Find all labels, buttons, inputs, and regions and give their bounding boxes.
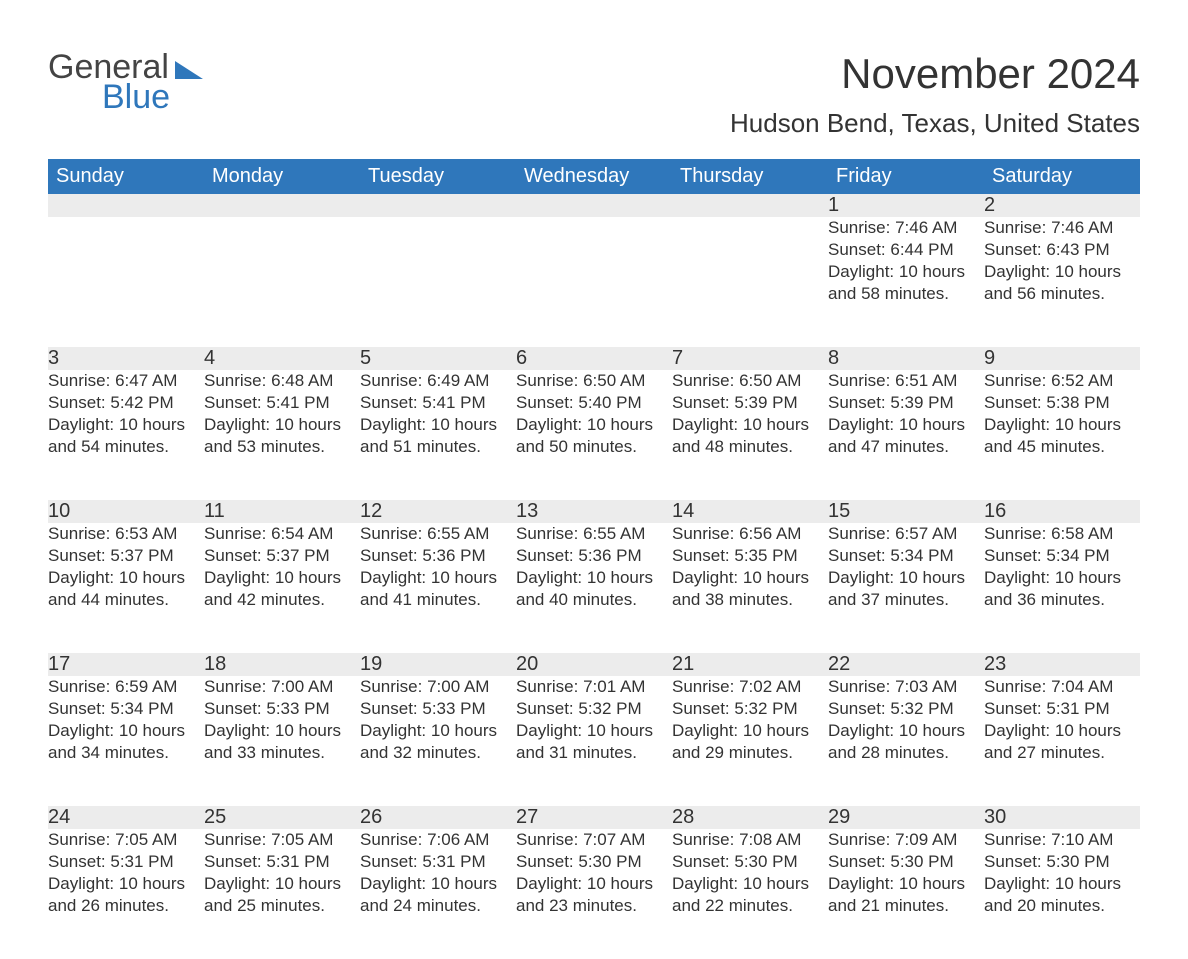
day-number: 6 bbox=[516, 347, 672, 370]
day-number: 27 bbox=[516, 806, 672, 829]
header: General Blue November 2024 Hudson Bend, … bbox=[48, 50, 1140, 153]
day-data: Sunrise: 7:04 AMSunset: 5:31 PMDaylight:… bbox=[984, 676, 1140, 806]
empty-data-cell bbox=[204, 217, 360, 347]
logo-text-blue: Blue bbox=[102, 80, 203, 114]
weekday-header: Tuesday bbox=[360, 159, 516, 194]
empty-data-cell bbox=[516, 217, 672, 347]
weekday-header-row: SundayMondayTuesdayWednesdayThursdayFrid… bbox=[48, 159, 1140, 194]
day-data: Sunrise: 7:00 AMSunset: 5:33 PMDaylight:… bbox=[204, 676, 360, 806]
day-data: Sunrise: 6:54 AMSunset: 5:37 PMDaylight:… bbox=[204, 523, 360, 653]
weekday-header: Friday bbox=[828, 159, 984, 194]
calendar-data-row: Sunrise: 6:47 AMSunset: 5:42 PMDaylight:… bbox=[48, 370, 1140, 500]
day-number: 15 bbox=[828, 500, 984, 523]
day-number: 30 bbox=[984, 806, 1140, 829]
day-data: Sunrise: 6:51 AMSunset: 5:39 PMDaylight:… bbox=[828, 370, 984, 500]
day-number: 26 bbox=[360, 806, 516, 829]
day-data: Sunrise: 7:07 AMSunset: 5:30 PMDaylight:… bbox=[516, 829, 672, 959]
day-number: 19 bbox=[360, 653, 516, 676]
day-number: 13 bbox=[516, 500, 672, 523]
day-data: Sunrise: 6:57 AMSunset: 5:34 PMDaylight:… bbox=[828, 523, 984, 653]
day-number: 17 bbox=[48, 653, 204, 676]
weekday-header: Thursday bbox=[672, 159, 828, 194]
day-data: Sunrise: 7:02 AMSunset: 5:32 PMDaylight:… bbox=[672, 676, 828, 806]
empty-data-cell bbox=[48, 217, 204, 347]
day-data: Sunrise: 7:06 AMSunset: 5:31 PMDaylight:… bbox=[360, 829, 516, 959]
day-data: Sunrise: 6:55 AMSunset: 5:36 PMDaylight:… bbox=[360, 523, 516, 653]
calendar-daynum-row: 3456789 bbox=[48, 347, 1140, 370]
day-number: 2 bbox=[984, 194, 1140, 217]
day-data: Sunrise: 6:50 AMSunset: 5:40 PMDaylight:… bbox=[516, 370, 672, 500]
day-data: Sunrise: 7:09 AMSunset: 5:30 PMDaylight:… bbox=[828, 829, 984, 959]
day-data: Sunrise: 6:58 AMSunset: 5:34 PMDaylight:… bbox=[984, 523, 1140, 653]
logo-triangle-icon bbox=[175, 61, 203, 79]
empty-data-cell bbox=[672, 217, 828, 347]
logo: General Blue bbox=[48, 50, 203, 114]
day-data: Sunrise: 6:47 AMSunset: 5:42 PMDaylight:… bbox=[48, 370, 204, 500]
day-data: Sunrise: 6:56 AMSunset: 5:35 PMDaylight:… bbox=[672, 523, 828, 653]
day-number: 7 bbox=[672, 347, 828, 370]
empty-data-cell bbox=[360, 217, 516, 347]
weekday-header: Saturday bbox=[984, 159, 1140, 194]
day-data: Sunrise: 6:53 AMSunset: 5:37 PMDaylight:… bbox=[48, 523, 204, 653]
day-number: 14 bbox=[672, 500, 828, 523]
weekday-header: Monday bbox=[204, 159, 360, 194]
day-number: 18 bbox=[204, 653, 360, 676]
weekday-header: Wednesday bbox=[516, 159, 672, 194]
day-data: Sunrise: 6:59 AMSunset: 5:34 PMDaylight:… bbox=[48, 676, 204, 806]
empty-daynum-cell bbox=[48, 194, 204, 217]
day-number: 25 bbox=[204, 806, 360, 829]
day-data: Sunrise: 7:00 AMSunset: 5:33 PMDaylight:… bbox=[360, 676, 516, 806]
empty-daynum-cell bbox=[360, 194, 516, 217]
day-data: Sunrise: 7:05 AMSunset: 5:31 PMDaylight:… bbox=[48, 829, 204, 959]
day-data: Sunrise: 6:50 AMSunset: 5:39 PMDaylight:… bbox=[672, 370, 828, 500]
day-number: 28 bbox=[672, 806, 828, 829]
day-number: 4 bbox=[204, 347, 360, 370]
day-number: 1 bbox=[828, 194, 984, 217]
empty-daynum-cell bbox=[672, 194, 828, 217]
empty-daynum-cell bbox=[204, 194, 360, 217]
calendar-daynum-row: 17181920212223 bbox=[48, 653, 1140, 676]
calendar-data-row: Sunrise: 7:46 AMSunset: 6:44 PMDaylight:… bbox=[48, 217, 1140, 347]
day-number: 9 bbox=[984, 347, 1140, 370]
day-number: 23 bbox=[984, 653, 1140, 676]
month-title: November 2024 bbox=[730, 50, 1140, 98]
empty-daynum-cell bbox=[516, 194, 672, 217]
day-data: Sunrise: 7:46 AMSunset: 6:43 PMDaylight:… bbox=[984, 217, 1140, 347]
day-data: Sunrise: 6:49 AMSunset: 5:41 PMDaylight:… bbox=[360, 370, 516, 500]
day-number: 16 bbox=[984, 500, 1140, 523]
calendar-daynum-row: 10111213141516 bbox=[48, 500, 1140, 523]
day-number: 12 bbox=[360, 500, 516, 523]
day-number: 10 bbox=[48, 500, 204, 523]
day-number: 29 bbox=[828, 806, 984, 829]
day-number: 8 bbox=[828, 347, 984, 370]
calendar-data-row: Sunrise: 6:53 AMSunset: 5:37 PMDaylight:… bbox=[48, 523, 1140, 653]
calendar-daynum-row: 12 bbox=[48, 194, 1140, 217]
calendar-data-row: Sunrise: 6:59 AMSunset: 5:34 PMDaylight:… bbox=[48, 676, 1140, 806]
calendar-daynum-row: 24252627282930 bbox=[48, 806, 1140, 829]
day-number: 24 bbox=[48, 806, 204, 829]
day-data: Sunrise: 7:03 AMSunset: 5:32 PMDaylight:… bbox=[828, 676, 984, 806]
day-data: Sunrise: 6:55 AMSunset: 5:36 PMDaylight:… bbox=[516, 523, 672, 653]
day-data: Sunrise: 7:10 AMSunset: 5:30 PMDaylight:… bbox=[984, 829, 1140, 959]
day-data: Sunrise: 6:52 AMSunset: 5:38 PMDaylight:… bbox=[984, 370, 1140, 500]
day-data: Sunrise: 7:08 AMSunset: 5:30 PMDaylight:… bbox=[672, 829, 828, 959]
calendar-data-row: Sunrise: 7:05 AMSunset: 5:31 PMDaylight:… bbox=[48, 829, 1140, 959]
calendar-table: SundayMondayTuesdayWednesdayThursdayFrid… bbox=[48, 159, 1140, 959]
day-number: 11 bbox=[204, 500, 360, 523]
day-number: 3 bbox=[48, 347, 204, 370]
day-data: Sunrise: 7:01 AMSunset: 5:32 PMDaylight:… bbox=[516, 676, 672, 806]
day-data: Sunrise: 6:48 AMSunset: 5:41 PMDaylight:… bbox=[204, 370, 360, 500]
weekday-header: Sunday bbox=[48, 159, 204, 194]
day-number: 22 bbox=[828, 653, 984, 676]
location-subtitle: Hudson Bend, Texas, United States bbox=[730, 108, 1140, 139]
day-data: Sunrise: 7:46 AMSunset: 6:44 PMDaylight:… bbox=[828, 217, 984, 347]
day-number: 5 bbox=[360, 347, 516, 370]
day-number: 20 bbox=[516, 653, 672, 676]
day-number: 21 bbox=[672, 653, 828, 676]
day-data: Sunrise: 7:05 AMSunset: 5:31 PMDaylight:… bbox=[204, 829, 360, 959]
title-block: November 2024 Hudson Bend, Texas, United… bbox=[730, 50, 1140, 153]
